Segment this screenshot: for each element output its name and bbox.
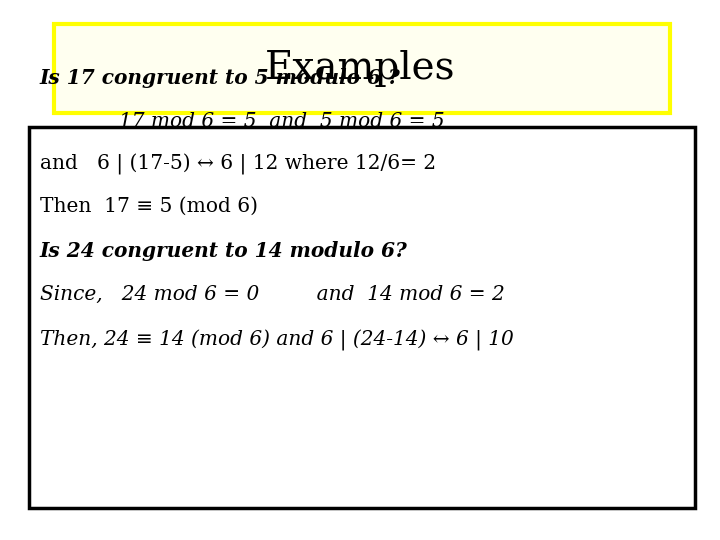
Text: Is 24 congruent to 14 modulo 6?: Is 24 congruent to 14 modulo 6? bbox=[40, 240, 408, 261]
FancyBboxPatch shape bbox=[54, 24, 670, 113]
Text: 17 mod 6 = 5  and  5 mod 6 = 5: 17 mod 6 = 5 and 5 mod 6 = 5 bbox=[119, 112, 444, 131]
Text: and   6 | (17-5) ↔ 6 | 12 where 12/6= 2: and 6 | (17-5) ↔ 6 | 12 where 12/6= 2 bbox=[40, 154, 436, 176]
FancyBboxPatch shape bbox=[29, 127, 695, 508]
Text: Then, 24 ≡ 14 (mod 6) and 6 | (24-14) ↔ 6 | 10: Then, 24 ≡ 14 (mod 6) and 6 | (24-14) ↔ … bbox=[40, 329, 513, 351]
Text: Is 17 congruent to 5 modulo 6 ?: Is 17 congruent to 5 modulo 6 ? bbox=[40, 68, 400, 89]
Text: Since,   24 mod 6 = 0         and  14 mod 6 = 2: Since, 24 mod 6 = 0 and 14 mod 6 = 2 bbox=[40, 285, 504, 305]
Text: Examples: Examples bbox=[265, 50, 455, 87]
Text: Then  17 ≡ 5 (mod 6): Then 17 ≡ 5 (mod 6) bbox=[40, 197, 258, 216]
